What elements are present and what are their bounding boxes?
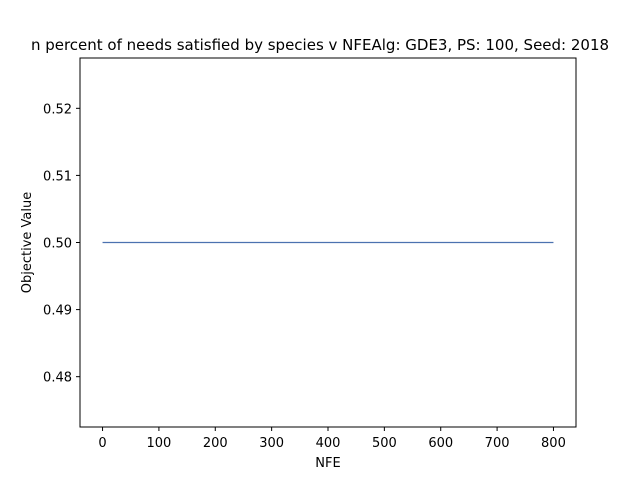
y-axis: 0.48 0.49 0.50 0.51 0.52 (43, 102, 80, 386)
x-tick-label: 700 (485, 436, 510, 451)
x-tick-label: 300 (259, 436, 284, 451)
y-tick-label: 0.48 (43, 371, 72, 386)
x-tick-label: 800 (541, 436, 566, 451)
y-tick-label: 0.49 (43, 304, 72, 319)
x-tick-label: 200 (203, 436, 228, 451)
y-tick-label: 0.51 (43, 169, 72, 184)
x-axis-label: NFE (315, 456, 340, 471)
y-axis-label: Objective Value (20, 192, 35, 293)
x-tick-label: 400 (316, 436, 341, 451)
x-tick-label: 500 (372, 436, 397, 451)
x-tick-label: 0 (98, 436, 106, 451)
chart-title: n percent of needs satisfied by species … (31, 36, 609, 54)
y-tick-label: 0.50 (43, 237, 72, 252)
y-tick-label: 0.52 (43, 102, 72, 117)
x-tick-label: 600 (428, 436, 453, 451)
x-axis: 0 100 200 300 400 500 600 700 800 (98, 427, 566, 451)
x-tick-label: 100 (146, 436, 171, 451)
